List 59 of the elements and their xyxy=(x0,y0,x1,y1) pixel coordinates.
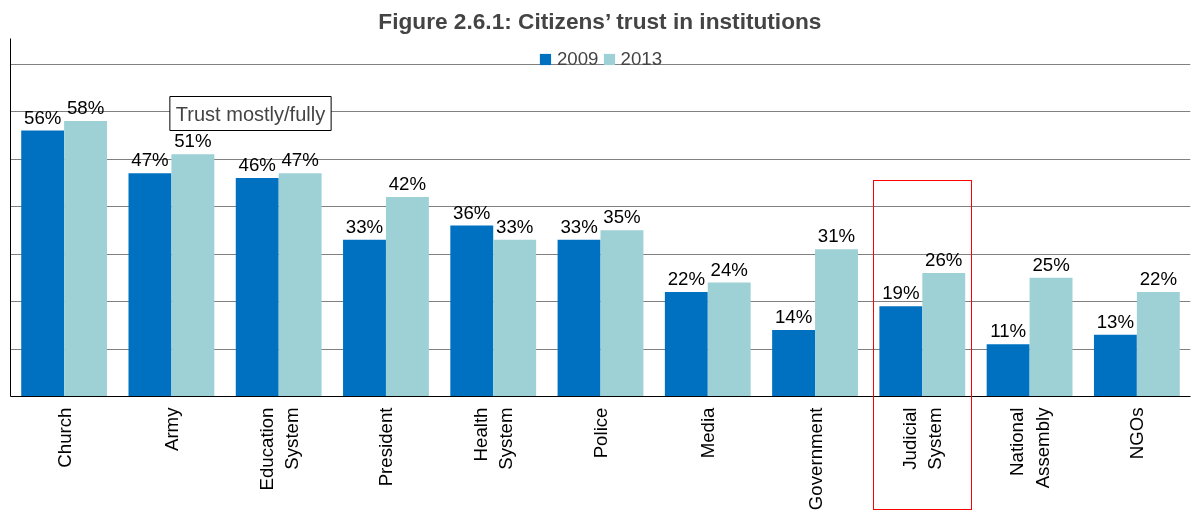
bar xyxy=(815,249,858,397)
data-label: 22% xyxy=(667,268,705,290)
bar xyxy=(772,330,816,397)
data-label: 58% xyxy=(66,97,105,119)
bar xyxy=(128,173,172,397)
bar xyxy=(1029,277,1073,397)
bar xyxy=(707,282,751,397)
data-label: 42% xyxy=(388,173,427,195)
x-tick-label: Church xyxy=(53,407,75,468)
bar xyxy=(21,130,65,397)
data-label: 11% xyxy=(990,320,1027,342)
data-label: 31% xyxy=(817,225,856,247)
x-tick-label: NGOs xyxy=(1126,407,1148,460)
x-tick-label: Judicial System xyxy=(899,407,946,470)
data-label: 19% xyxy=(882,282,920,304)
data-label: 51% xyxy=(174,130,212,152)
data-label: 33% xyxy=(496,215,534,237)
x-tick-label: Government xyxy=(804,406,826,511)
x-tick-label: President xyxy=(375,406,397,487)
data-label: 47% xyxy=(131,149,169,171)
bar xyxy=(986,344,1030,397)
bar xyxy=(557,239,601,397)
data-label: 24% xyxy=(710,258,748,280)
bar xyxy=(343,239,386,397)
bar xyxy=(600,230,644,397)
x-tick-label: Education System xyxy=(255,407,302,491)
data-label: 33% xyxy=(560,215,598,237)
x-tick-label: Army xyxy=(160,406,182,452)
bar xyxy=(1093,334,1137,397)
legend-label: 2013 xyxy=(620,48,663,70)
bar xyxy=(922,273,966,397)
bar xyxy=(235,178,279,397)
legend-label: 2009 xyxy=(556,48,599,70)
data-label: 33% xyxy=(345,215,384,237)
bar xyxy=(493,239,537,397)
bar xyxy=(385,197,429,397)
data-label: 25% xyxy=(1032,253,1070,275)
bar xyxy=(450,225,494,397)
chart-title: Figure 2.6.1: Citizens’ trust in institutions xyxy=(378,7,822,34)
data-label: 36% xyxy=(453,201,491,223)
data-label: 14% xyxy=(774,306,813,328)
data-label: 56% xyxy=(24,106,62,128)
data-label: 13% xyxy=(1096,310,1135,332)
bar xyxy=(664,292,708,397)
bar xyxy=(171,154,215,397)
data-label: 26% xyxy=(925,249,963,271)
x-tick-label: National Assembly xyxy=(1006,406,1053,489)
data-label: 46% xyxy=(238,154,276,176)
bar xyxy=(1136,292,1180,397)
data-label: 47% xyxy=(281,149,319,171)
data-label: 22% xyxy=(1139,268,1177,290)
x-tick-label: Health System xyxy=(470,407,517,470)
bar xyxy=(278,173,322,397)
x-tick-label: Police xyxy=(590,407,611,459)
data-label: 35% xyxy=(603,206,641,228)
bar xyxy=(64,121,108,397)
x-tick-label: Media xyxy=(697,406,719,459)
annotation: Trust mostly/fully xyxy=(175,102,326,125)
bar xyxy=(879,306,923,397)
